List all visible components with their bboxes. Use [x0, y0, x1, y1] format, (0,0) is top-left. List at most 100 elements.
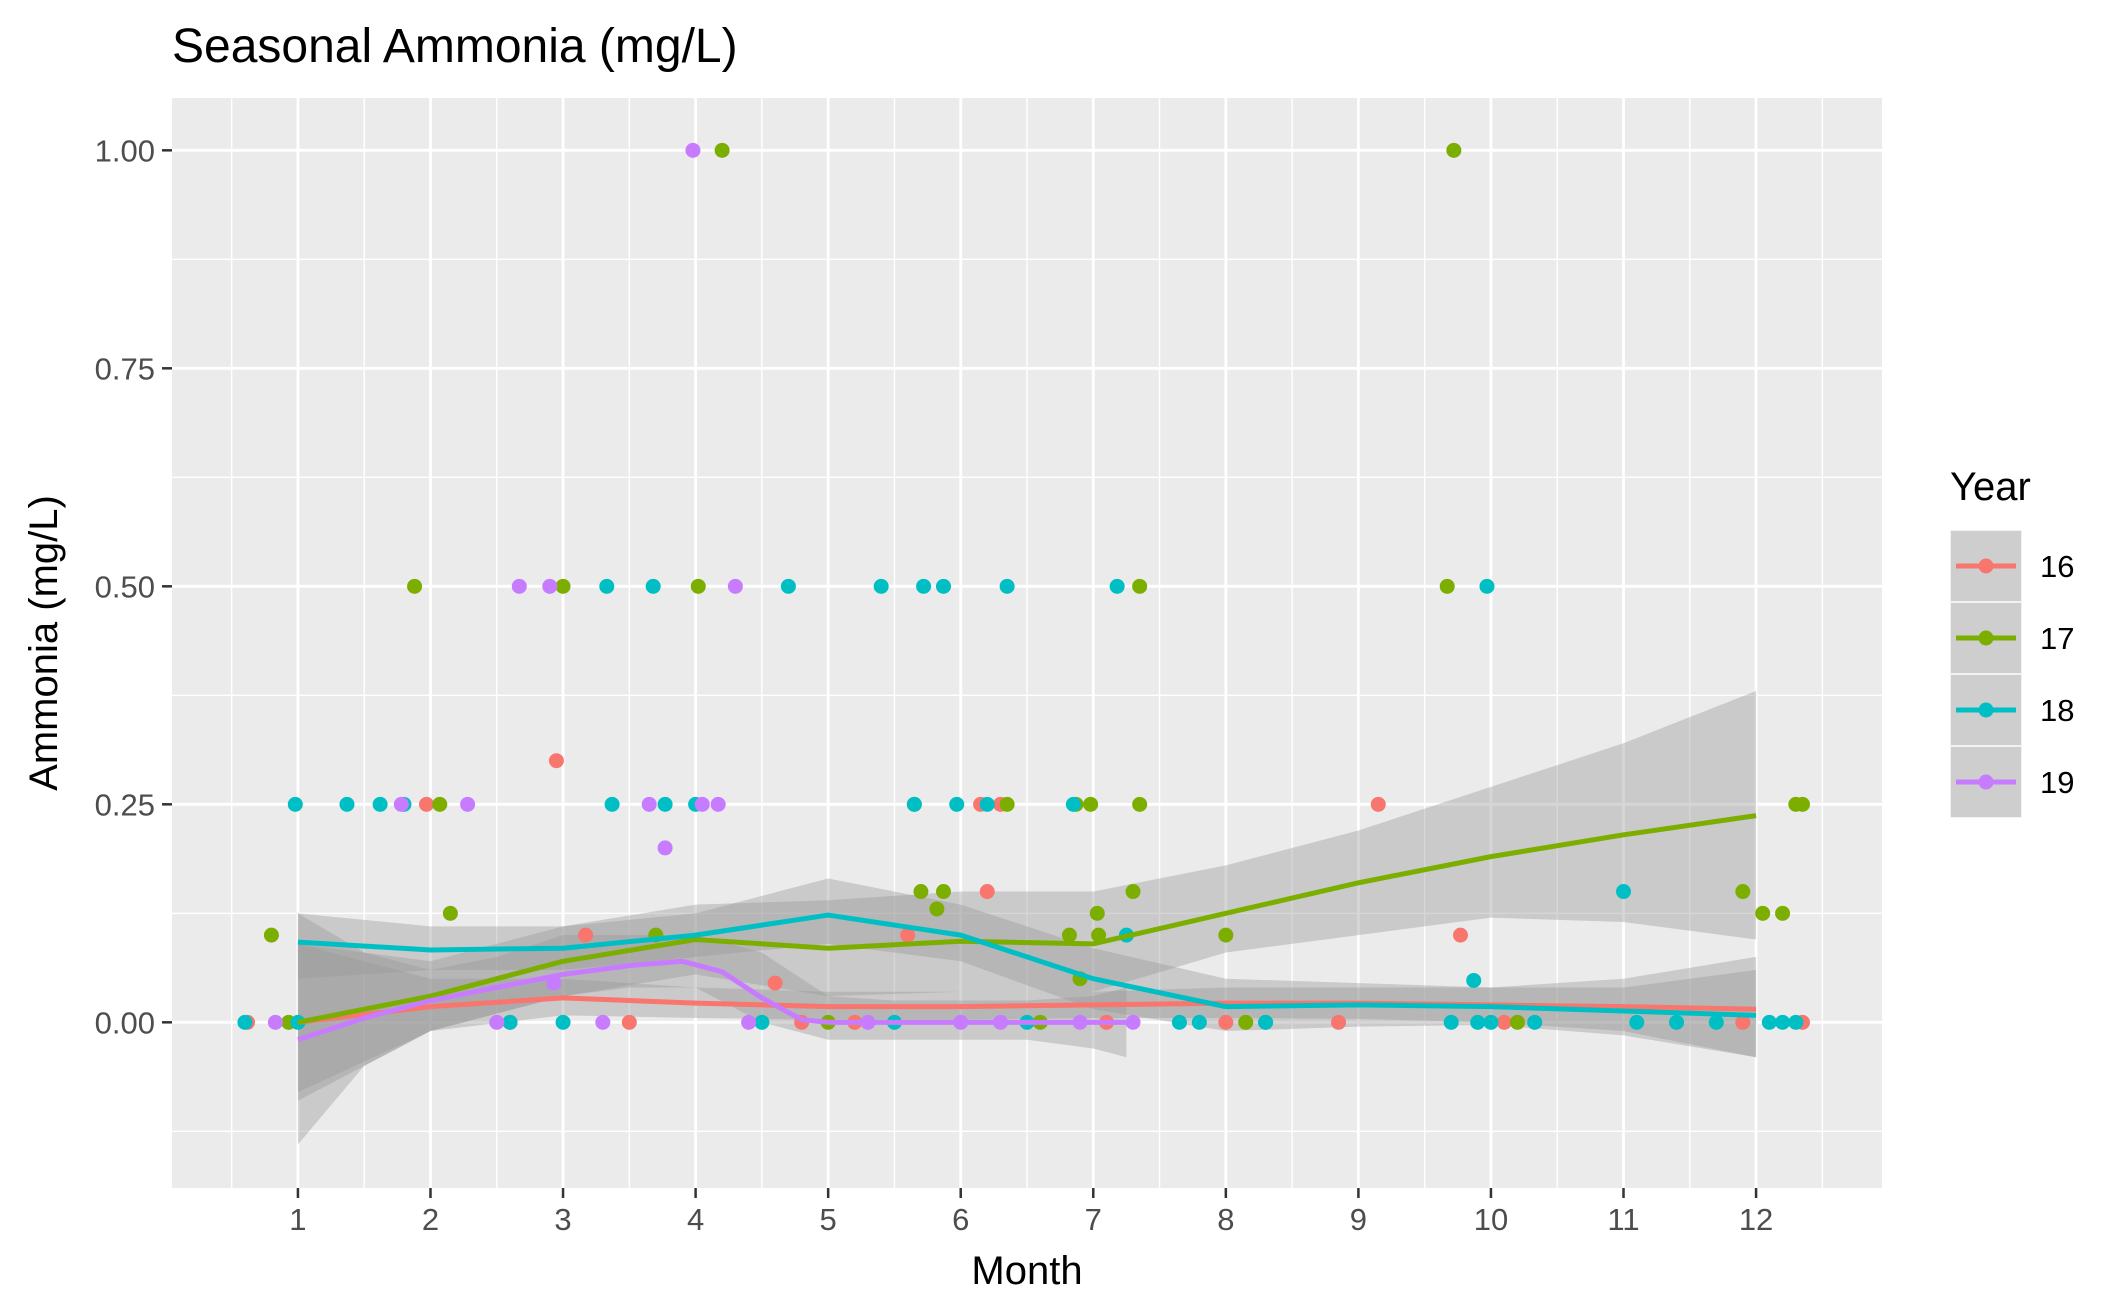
y-tick-label: 0.50 — [95, 569, 155, 604]
data-point-17 — [1218, 927, 1234, 943]
data-point-19 — [685, 142, 701, 158]
data-point-18 — [873, 578, 889, 594]
data-point-18 — [949, 796, 965, 812]
data-point-19 — [595, 1014, 611, 1030]
data-point-19 — [393, 796, 409, 812]
legend: Year 16 17 18 19 — [1950, 465, 2074, 818]
y-tick-label: 0.25 — [95, 787, 155, 822]
data-point-18 — [1775, 1014, 1791, 1030]
data-point-16 — [900, 927, 916, 943]
data-point-16 — [767, 975, 783, 991]
legend-item-18: 18 — [1950, 674, 2074, 746]
data-point-18 — [906, 796, 922, 812]
data-point-18 — [1629, 1014, 1645, 1030]
data-point-18 — [645, 578, 661, 594]
data-point-19 — [710, 796, 726, 812]
data-point-16 — [1218, 1014, 1234, 1030]
data-point-19 — [542, 578, 558, 594]
data-point-19 — [641, 796, 657, 812]
data-point-16 — [621, 1014, 637, 1030]
data-point-17 — [714, 142, 730, 158]
data-point-19 — [1125, 1014, 1141, 1030]
data-point-18 — [1788, 1014, 1804, 1030]
x-tick-label: 1 — [289, 1202, 306, 1237]
data-point-18 — [1479, 578, 1495, 594]
data-point-17 — [1091, 927, 1107, 943]
data-point-17 — [1238, 1014, 1254, 1030]
data-point-17 — [1755, 905, 1771, 921]
data-point-18 — [1258, 1014, 1274, 1030]
x-tick-label: 10 — [1474, 1202, 1508, 1237]
chart-title: Seasonal Ammonia (mg/L) — [172, 20, 738, 73]
data-point-19 — [489, 1014, 505, 1030]
legend-key-point — [1978, 558, 1994, 574]
legend-label: 19 — [2040, 765, 2074, 800]
data-point-16 — [979, 884, 995, 900]
data-point-18 — [287, 796, 303, 812]
data-point-16 — [419, 796, 435, 812]
smooth-lines — [297, 813, 1757, 1043]
y-tick-label: 1.00 — [95, 133, 155, 168]
data-point-18 — [1470, 1014, 1486, 1030]
data-points — [237, 142, 1810, 1030]
data-point-17 — [263, 927, 279, 943]
legend-item-16: 16 — [1950, 530, 2074, 602]
y-tick-label: 0.75 — [95, 351, 155, 386]
data-point-16 — [1735, 1014, 1751, 1030]
data-point-16 — [1331, 1014, 1347, 1030]
x-tick-label: 11 — [1607, 1202, 1639, 1237]
data-point-18 — [1466, 972, 1482, 988]
data-point-19 — [511, 578, 527, 594]
data-point-19 — [741, 1014, 757, 1030]
data-point-17 — [690, 578, 706, 594]
data-point-18 — [1669, 1014, 1685, 1030]
legend-label: 18 — [2040, 693, 2074, 728]
legend-item-19: 19 — [1950, 746, 2074, 818]
data-point-18 — [502, 1014, 518, 1030]
smooth-line-18 — [297, 912, 1757, 1018]
data-point-19 — [460, 796, 476, 812]
data-point-18 — [339, 796, 355, 812]
data-point-18 — [780, 578, 796, 594]
legend-label: 16 — [2040, 549, 2074, 584]
legend-title: Year — [1950, 465, 2031, 509]
data-point-17 — [1132, 796, 1148, 812]
data-point-18 — [1761, 1014, 1777, 1030]
data-point-18 — [935, 578, 951, 594]
data-point-18 — [599, 578, 615, 594]
data-point-18 — [1171, 1014, 1187, 1030]
data-point-18 — [1109, 578, 1125, 594]
data-point-18 — [290, 1014, 306, 1030]
data-point-19 — [657, 840, 673, 856]
data-point-18 — [237, 1014, 253, 1030]
confidence-band-19 — [297, 913, 1127, 1145]
data-point-18 — [1443, 1014, 1459, 1030]
confidence-band-17 — [297, 690, 1757, 1101]
data-point-17 — [913, 884, 929, 900]
legend-item-17: 17 — [1950, 602, 2074, 674]
legend-key-point — [1978, 774, 1994, 790]
data-point-16 — [1370, 796, 1386, 812]
x-tick-label: 2 — [422, 1202, 439, 1237]
legend-key-point — [1978, 630, 1994, 646]
data-point-17 — [929, 901, 945, 917]
data-point-18 — [916, 578, 932, 594]
x-axis-title: Month — [971, 1249, 1082, 1293]
data-point-17 — [1083, 796, 1099, 812]
data-point-17 — [1132, 578, 1148, 594]
data-point-17 — [935, 884, 951, 900]
smooth-line-19 — [297, 958, 1127, 1043]
data-point-17 — [1089, 905, 1105, 921]
data-point-16 — [548, 753, 564, 769]
data-point-18 — [555, 1014, 571, 1030]
data-point-17 — [555, 578, 571, 594]
x-tick-label: 4 — [687, 1202, 704, 1237]
data-point-17 — [1735, 884, 1751, 900]
confidence-band-18 — [297, 878, 1757, 1058]
data-point-17 — [407, 578, 423, 594]
data-point-16 — [578, 927, 594, 943]
data-point-16 — [1496, 1014, 1512, 1030]
data-point-18 — [657, 796, 673, 812]
y-axis-title: Ammonia (mg/L) — [22, 495, 66, 791]
x-tick-label: 3 — [554, 1202, 571, 1237]
